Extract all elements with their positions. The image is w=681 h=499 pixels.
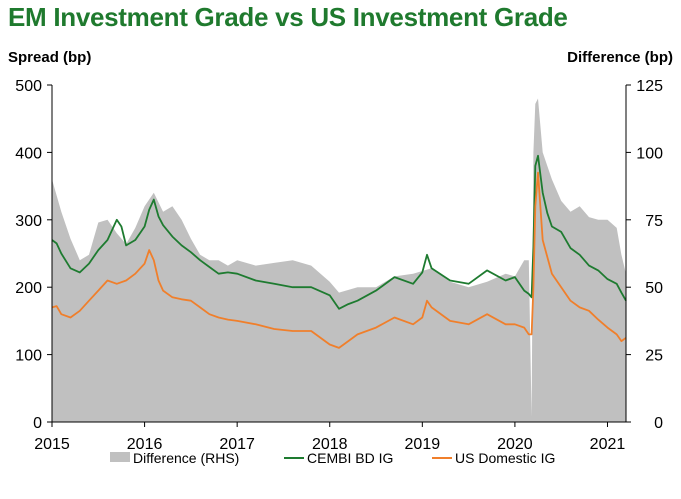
x-tick-label: 2017	[219, 436, 255, 453]
left-tick-label: 0	[33, 415, 42, 432]
right-tick-label: 0	[654, 415, 663, 432]
right-tick-label: 50	[645, 280, 663, 297]
legend-swatch-difference	[110, 452, 130, 462]
right-tick-label: 125	[636, 78, 663, 95]
legend-label: Difference (RHS)	[133, 450, 239, 466]
x-tick-label: 2020	[497, 436, 533, 453]
us-domestic-ig-line	[51, 171, 627, 349]
left-tick-label: 400	[15, 145, 42, 162]
right-tick-label: 100	[636, 145, 663, 162]
x-tick-label: 2016	[127, 436, 163, 453]
left-tick-label: 300	[15, 213, 42, 230]
left-tick-label: 500	[15, 78, 42, 95]
left-axis-label: Spread (bp)	[8, 49, 91, 66]
legend-label: US Domestic IG	[455, 450, 555, 466]
cembi-bd-ig-line	[51, 154, 627, 310]
x-tick-label: 2018	[312, 436, 348, 453]
chart-title: EM Investment Grade vs US Investment Gra…	[8, 2, 568, 32]
right-axis-label: Difference (bp)	[567, 49, 673, 66]
left-tick-label: 100	[15, 348, 42, 365]
difference-rhs-area	[52, 98, 626, 422]
axes-layer: 0 100 200 300 400 500 0 25 50 75 100 125 2015 2016 201…	[15, 78, 663, 453]
right-tick-label: 75	[645, 213, 663, 230]
x-tick-label: 2021	[590, 436, 626, 453]
legend-label: CEMBI BD IG	[307, 450, 393, 466]
right-tick-label: 25	[645, 348, 663, 365]
x-tick-label: 2019	[405, 436, 441, 453]
legend: Difference (RHS) CEMBI BD IG US Domestic I…	[110, 450, 555, 466]
x-tick-label: 2015	[34, 436, 70, 453]
difference-area-layer	[52, 98, 626, 422]
series-lines-layer	[51, 154, 627, 349]
left-tick-label: 200	[15, 280, 42, 297]
